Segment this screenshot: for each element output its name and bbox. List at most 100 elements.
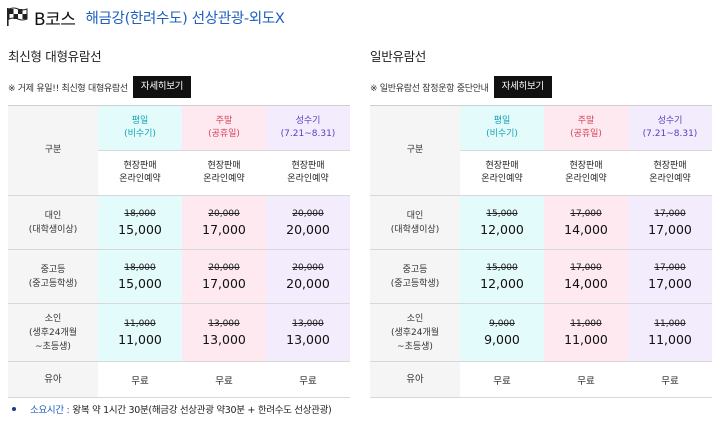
fare-row-youth: 중고등 (중고등학생) 18,000 15,000 20,000 17,000 20,… xyxy=(8,249,350,304)
sale-price: 17,000 xyxy=(202,221,246,237)
ferry-panel-regular: 일반유람선 ※ 일반유람선 잠정운항 중단안내 자세히보기 구분 평일 (비수기)… xyxy=(370,48,712,398)
notice-bar: ※ 일반유람선 잠정운항 중단안내 자세히보기 xyxy=(370,76,712,98)
row-label: 소인 (생후24개월 ~초등생) xyxy=(8,303,98,362)
fare-cell: 20,000 17,000 xyxy=(182,249,266,304)
fare-header-row: 구분 평일 (비수기) 주말 (공휴일) 성수기 (7.21~8.31) xyxy=(8,105,350,196)
fare-row-infant: 유아 무료 무료 무료 xyxy=(8,361,350,398)
weekend-header: 주말 (공휴일) xyxy=(544,105,628,151)
sale-type-cell: 현장판매 온라인예약 xyxy=(544,150,628,196)
row-label: 중고등 (중고등학생) xyxy=(8,249,98,304)
fare-cell: 20,000 20,000 xyxy=(266,249,350,304)
panel-title: 일반유람선 xyxy=(370,49,427,64)
sale-price: 11,000 xyxy=(648,331,692,347)
detail-button[interactable]: 자세히보기 xyxy=(493,76,552,98)
fare-row-child: 소인 (생후24개월 ~초등생) 9,000 9,000 11,000 11,000 1… xyxy=(370,303,712,362)
fare-cell: 17,000 14,000 xyxy=(544,249,628,304)
fare-cell: 13,000 13,000 xyxy=(266,303,350,362)
fare-cell: 11,000 11,000 xyxy=(98,303,182,362)
sale-price: 17,000 xyxy=(648,275,692,291)
fare-cell: 18,000 15,000 xyxy=(98,195,182,250)
notice-text: ※ 거제 유일!! 최신형 대형유람선 xyxy=(8,83,128,94)
sale-price: 13,000 xyxy=(286,331,330,347)
weekday-header: 평일 (비수기) xyxy=(98,105,182,151)
row-label: 소인 (생후24개월 ~초등생) xyxy=(370,303,460,362)
checkered-flag-icon xyxy=(7,7,28,26)
original-price: 17,000 xyxy=(654,208,686,219)
sale-price: 12,000 xyxy=(480,221,524,237)
sale-type-row: 현장판매 온라인예약 현장판매 온라인예약 현장판매 온라인예약 xyxy=(8,150,350,196)
original-price: 20,000 xyxy=(208,208,240,219)
fare-row-adult: 대인 (대학생이상) 15,000 12,000 17,000 14,000 17,0… xyxy=(370,195,712,250)
original-price: 17,000 xyxy=(570,208,602,219)
fare-cell: 13,000 13,000 xyxy=(182,303,266,362)
sale-price: 15,000 xyxy=(118,221,162,237)
original-price: 18,000 xyxy=(124,262,156,273)
sale-price: 15,000 xyxy=(118,275,162,291)
original-price: 20,000 xyxy=(292,208,324,219)
fare-row-child: 소인 (생후24개월 ~초등생) 11,000 11,000 13,000 13,000… xyxy=(8,303,350,362)
sale-type-cell: 현장판매 온라인예약 xyxy=(182,150,266,196)
free-cell: 무료 xyxy=(98,361,182,398)
original-price: 13,000 xyxy=(208,318,240,329)
fare-cell: 18,000 15,000 xyxy=(98,249,182,304)
fare-cell: 17,000 14,000 xyxy=(544,195,628,250)
fare-cell: 11,000 11,000 xyxy=(628,303,712,362)
category-header: 구분 xyxy=(370,105,460,196)
sale-price: 9,000 xyxy=(484,331,520,347)
row-label: 유아 xyxy=(370,361,460,398)
row-label: 중고등 (중고등학생) xyxy=(370,249,460,304)
ferry-panel-new: 최신형 대형유람선 ※ 거제 유일!! 최신형 대형유람선 자세히보기 구분 평… xyxy=(8,48,350,398)
sale-price: 20,000 xyxy=(286,221,330,237)
free-cell: 무료 xyxy=(460,361,544,398)
fare-row-youth: 중고등 (중고등학생) 15,000 12,000 17,000 14,000 17,… xyxy=(370,249,712,304)
row-label: 대인 (대학생이상) xyxy=(370,195,460,250)
original-price: 15,000 xyxy=(486,208,518,219)
original-price: 11,000 xyxy=(124,318,156,329)
sale-type-cell: 현장판매 온라인예약 xyxy=(98,150,182,196)
free-cell: 무료 xyxy=(182,361,266,398)
sale-price: 12,000 xyxy=(480,275,524,291)
fare-header-row: 구분 평일 (비수기) 주말 (공휴일) 성수기 (7.21~8.31) xyxy=(370,105,712,196)
fare-cell: 9,000 9,000 xyxy=(460,303,544,362)
fare-cell: 15,000 12,000 xyxy=(460,249,544,304)
notice-text: ※ 일반유람선 잠정운항 중단안내 xyxy=(370,83,489,94)
original-price: 11,000 xyxy=(654,318,686,329)
sale-price: 17,000 xyxy=(202,275,246,291)
fare-cell: 15,000 12,000 xyxy=(460,195,544,250)
bullet-icon xyxy=(12,407,16,411)
sale-price: 14,000 xyxy=(564,275,608,291)
original-price: 15,000 xyxy=(486,262,518,273)
original-price: 20,000 xyxy=(208,262,240,273)
detail-button[interactable]: 자세히보기 xyxy=(132,76,192,98)
free-cell: 무료 xyxy=(266,361,350,398)
weekday-header: 평일 (비수기) xyxy=(460,105,544,151)
peak-season-header: 성수기 (7.21~8.31) xyxy=(266,105,350,151)
fare-cell: 17,000 17,000 xyxy=(628,249,712,304)
fare-cell: 17,000 17,000 xyxy=(628,195,712,250)
fare-row-adult: 대인 (대학생이상) 18,000 15,000 20,000 17,000 20,0… xyxy=(8,195,350,250)
row-label: 대인 (대학생이상) xyxy=(8,195,98,250)
duration-label: 소요시간 : xyxy=(30,405,70,416)
weekend-header: 주말 (공휴일) xyxy=(182,105,266,151)
page-header: B코스 해금강(한려수도) 선상관광-외도X xyxy=(6,4,285,30)
sale-price: 14,000 xyxy=(564,221,608,237)
fare-cell: 11,000 11,000 xyxy=(544,303,628,362)
sale-price: 13,000 xyxy=(202,331,246,347)
route-title: 해금강(한려수도) 선상관광-외도X xyxy=(85,10,285,27)
duration-text: 왕복 약 1시간 30분(해금강 선상관광 약30분 + 한려수도 선상관광) xyxy=(72,405,332,416)
free-cell: 무료 xyxy=(544,361,628,398)
sale-price: 20,000 xyxy=(286,275,330,291)
original-price: 17,000 xyxy=(654,262,686,273)
free-cell: 무료 xyxy=(628,361,712,398)
sale-price: 11,000 xyxy=(564,331,608,347)
original-price: 11,000 xyxy=(570,318,602,329)
fare-cell: 20,000 17,000 xyxy=(182,195,266,250)
peak-season-header: 성수기 (7.21~8.31) xyxy=(628,105,712,151)
notice-bar: ※ 거제 유일!! 최신형 대형유람선 자세히보기 xyxy=(8,76,350,98)
original-price: 9,000 xyxy=(489,318,515,329)
fare-cell: 20,000 20,000 xyxy=(266,195,350,250)
original-price: 13,000 xyxy=(292,318,324,329)
original-price: 17,000 xyxy=(570,262,602,273)
sale-type-cell: 현장판매 온라인예약 xyxy=(266,150,350,196)
fare-table: 구분 평일 (비수기) 주말 (공휴일) 성수기 (7.21~8.31) 현장판매 온라… xyxy=(8,105,350,398)
